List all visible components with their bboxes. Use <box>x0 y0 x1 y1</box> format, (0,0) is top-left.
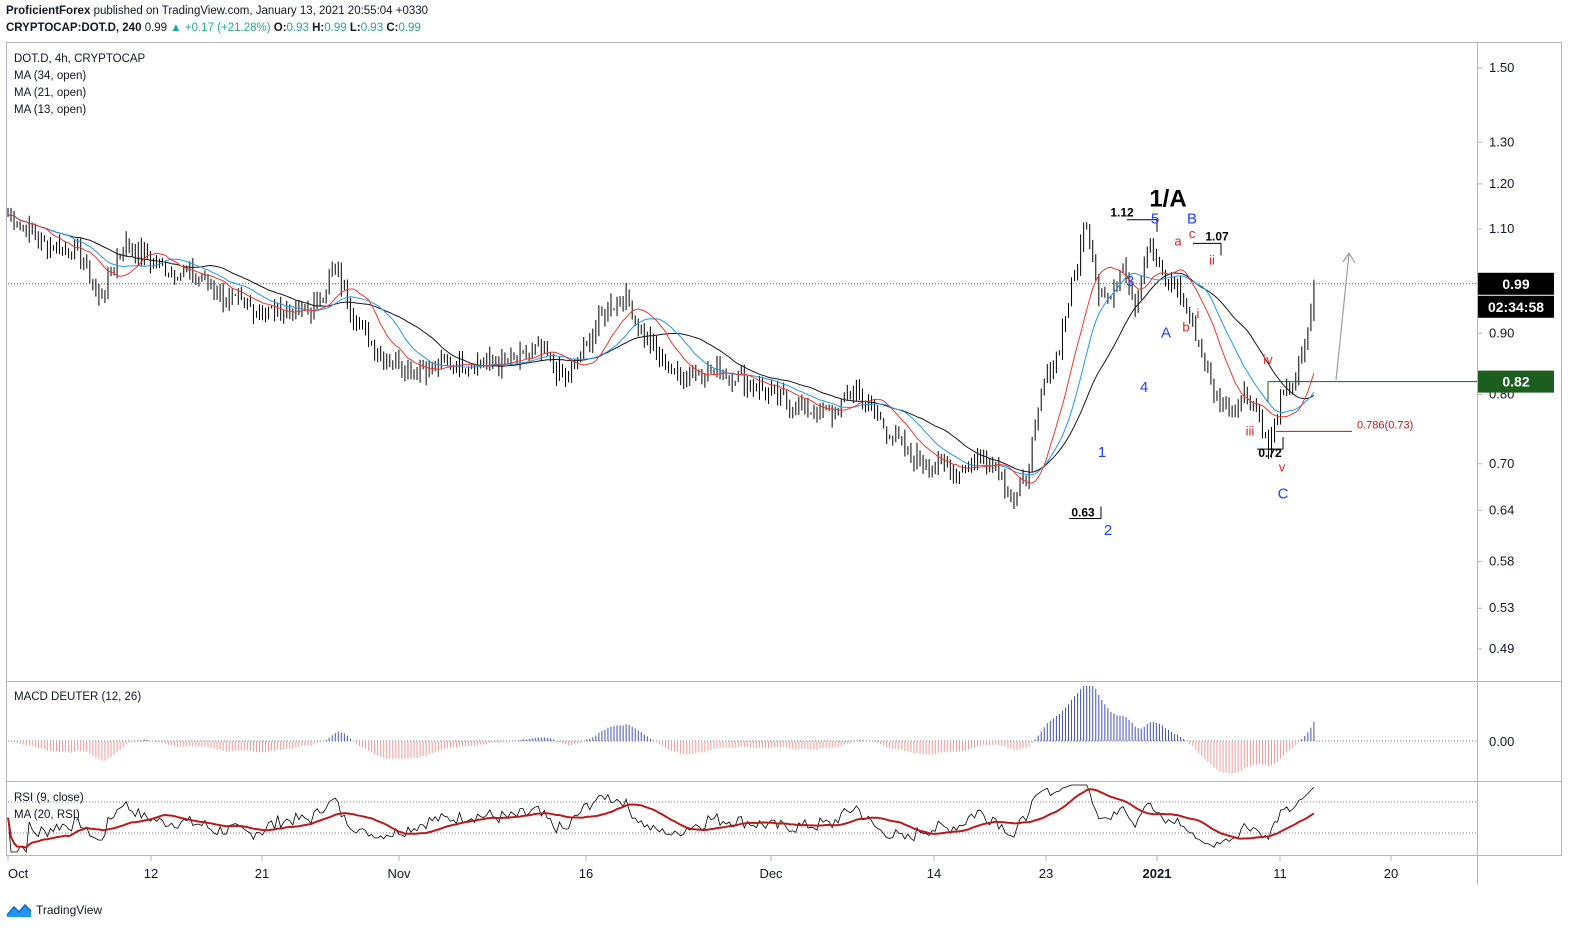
publish-line: ProficientForex published on TradingView… <box>6 5 428 17</box>
projection-arrow-head <box>1342 251 1356 264</box>
wave-label: iv <box>1263 352 1273 367</box>
level-label: 0.72 <box>1258 446 1282 460</box>
ma-13-line <box>8 214 1315 484</box>
last-price: 0.99 <box>144 22 168 34</box>
o-label: O: <box>273 22 287 34</box>
c-value: 0.99 <box>398 22 421 34</box>
macd-zero-label: 0.00 <box>1489 734 1514 749</box>
time-tick-label: Oct <box>8 866 29 881</box>
countdown-box <box>1478 295 1554 318</box>
ma-21-line <box>8 214 1315 476</box>
price-tick-label: 0.70 <box>1489 456 1514 471</box>
wave-label: 5 <box>1151 210 1159 227</box>
price-tick-label: 0.49 <box>1489 641 1514 656</box>
macd-pane <box>8 686 1477 774</box>
tradingview-brand[interactable]: TradingView <box>6 902 102 918</box>
legend-macd[interactable]: MACD DEUTER (12, 26) <box>14 691 142 703</box>
price-tick-label: 1.10 <box>1489 221 1514 236</box>
legend-rsi[interactable]: RSI (9, close) <box>14 792 84 804</box>
l-label: L: <box>349 22 361 34</box>
level-label: 0.63 <box>1071 505 1095 519</box>
price-labels: 0.99 02:34:58 0.82 <box>1478 272 1554 393</box>
up-arrow-icon: ▲ <box>170 22 182 34</box>
wave-label: 4 <box>1140 379 1148 396</box>
brand-label: TradingView <box>36 903 103 917</box>
change: +0.17 (+21.28%) <box>184 22 271 34</box>
legend-ma13[interactable]: MA (13, open) <box>14 104 87 116</box>
h-value: 0.99 <box>324 22 347 34</box>
legend-ma34[interactable]: MA (34, open) <box>14 70 87 82</box>
ma-34-line <box>8 214 1315 473</box>
wave-label: C <box>1278 485 1289 502</box>
legend-ma21[interactable]: MA (21, open) <box>14 87 87 99</box>
time-tick-label: 2021 <box>1143 866 1172 881</box>
symbol[interactable]: CRYPTOCAP:DOT.D, 240 <box>6 22 142 34</box>
time-tick-label: 23 <box>1039 866 1053 881</box>
wave-annotations: 1.12 1.07 0.63 0.72 0.786(0.73) 1/A5 Bca ii 3 ibA… <box>1069 186 1477 539</box>
wave-label: 1/A <box>1149 186 1186 213</box>
published-text: published on TradingView.com, January 13… <box>93 5 429 17</box>
price-tick-label: 0.58 <box>1489 553 1514 568</box>
pane-borders <box>6 42 1562 884</box>
wave-label: B <box>1187 210 1197 227</box>
rsi-line <box>7 784 1315 854</box>
wave-label: 1 <box>1098 444 1106 461</box>
tradingview-logo-icon <box>6 903 32 917</box>
c-label: C: <box>386 22 399 34</box>
price-tick-label: 0.90 <box>1489 325 1514 340</box>
level-price-box <box>1478 370 1554 393</box>
level-price-label: 0.82 <box>1502 374 1529 390</box>
level-label: 1.12 <box>1110 206 1134 220</box>
wave-label: c <box>1189 226 1196 241</box>
legend-title[interactable]: DOT.D, 4h, CRYPTOCAP <box>14 53 146 65</box>
rsi-pane <box>7 784 1477 854</box>
wave-label: v <box>1279 460 1286 475</box>
time-tick-label: 14 <box>927 866 941 881</box>
wave-label: a <box>1174 233 1182 248</box>
level-label: 1.07 <box>1205 229 1229 243</box>
symbol-line: CRYPTOCAP:DOT.D, 240 0.99 ▲ +0.17 (+21.2… <box>6 22 421 34</box>
wave-label: i <box>1197 306 1200 321</box>
rsi-ma-line <box>7 788 1315 849</box>
current-price-box <box>1478 272 1554 295</box>
price-tick-label: 0.53 <box>1489 600 1514 615</box>
time-tick-label: Nov <box>387 866 411 881</box>
time-tick-label: 12 <box>144 866 158 881</box>
price-tick-label: 1.50 <box>1489 60 1514 75</box>
wave-label: 2 <box>1104 522 1112 539</box>
time-tick-label: 11 <box>1273 866 1287 881</box>
legend-rsi-ma[interactable]: MA (20, RSI) <box>14 809 80 821</box>
projection-arrow-line <box>1335 253 1350 381</box>
countdown-label: 02:34:58 <box>1488 299 1544 315</box>
price-axis[interactable]: 1.501.301.201.100.900.800.700.640.580.53… <box>1477 60 1514 749</box>
current-price-label: 0.99 <box>1502 276 1529 292</box>
h-label: H: <box>312 22 325 34</box>
time-tick-label: Dec <box>759 866 783 881</box>
price-bars <box>7 207 1315 510</box>
wave-label: A <box>1161 324 1171 341</box>
publisher[interactable]: ProficientForex <box>6 5 91 17</box>
wave-label: ii <box>1209 253 1215 268</box>
fib-label: 0.786(0.73) <box>1357 419 1413 431</box>
time-tick-label: 20 <box>1384 866 1398 881</box>
time-tick-label: 16 <box>579 866 593 881</box>
wave-label: 3 <box>1126 273 1134 290</box>
price-tick-label: 0.64 <box>1489 502 1514 517</box>
price-tick-label: 1.30 <box>1489 134 1514 149</box>
wave-label: iii <box>1246 423 1255 438</box>
l-value: 0.93 <box>360 22 384 34</box>
time-axis[interactable]: Oct 12 21 Nov 16 Dec 14 23 2021 11 20 <box>7 856 1398 881</box>
wave-label: b <box>1182 320 1189 335</box>
price-tick-label: 1.20 <box>1489 176 1514 191</box>
time-tick-label: 21 <box>255 866 269 881</box>
moving-averages <box>8 214 1315 484</box>
o-value: 0.93 <box>286 22 309 34</box>
